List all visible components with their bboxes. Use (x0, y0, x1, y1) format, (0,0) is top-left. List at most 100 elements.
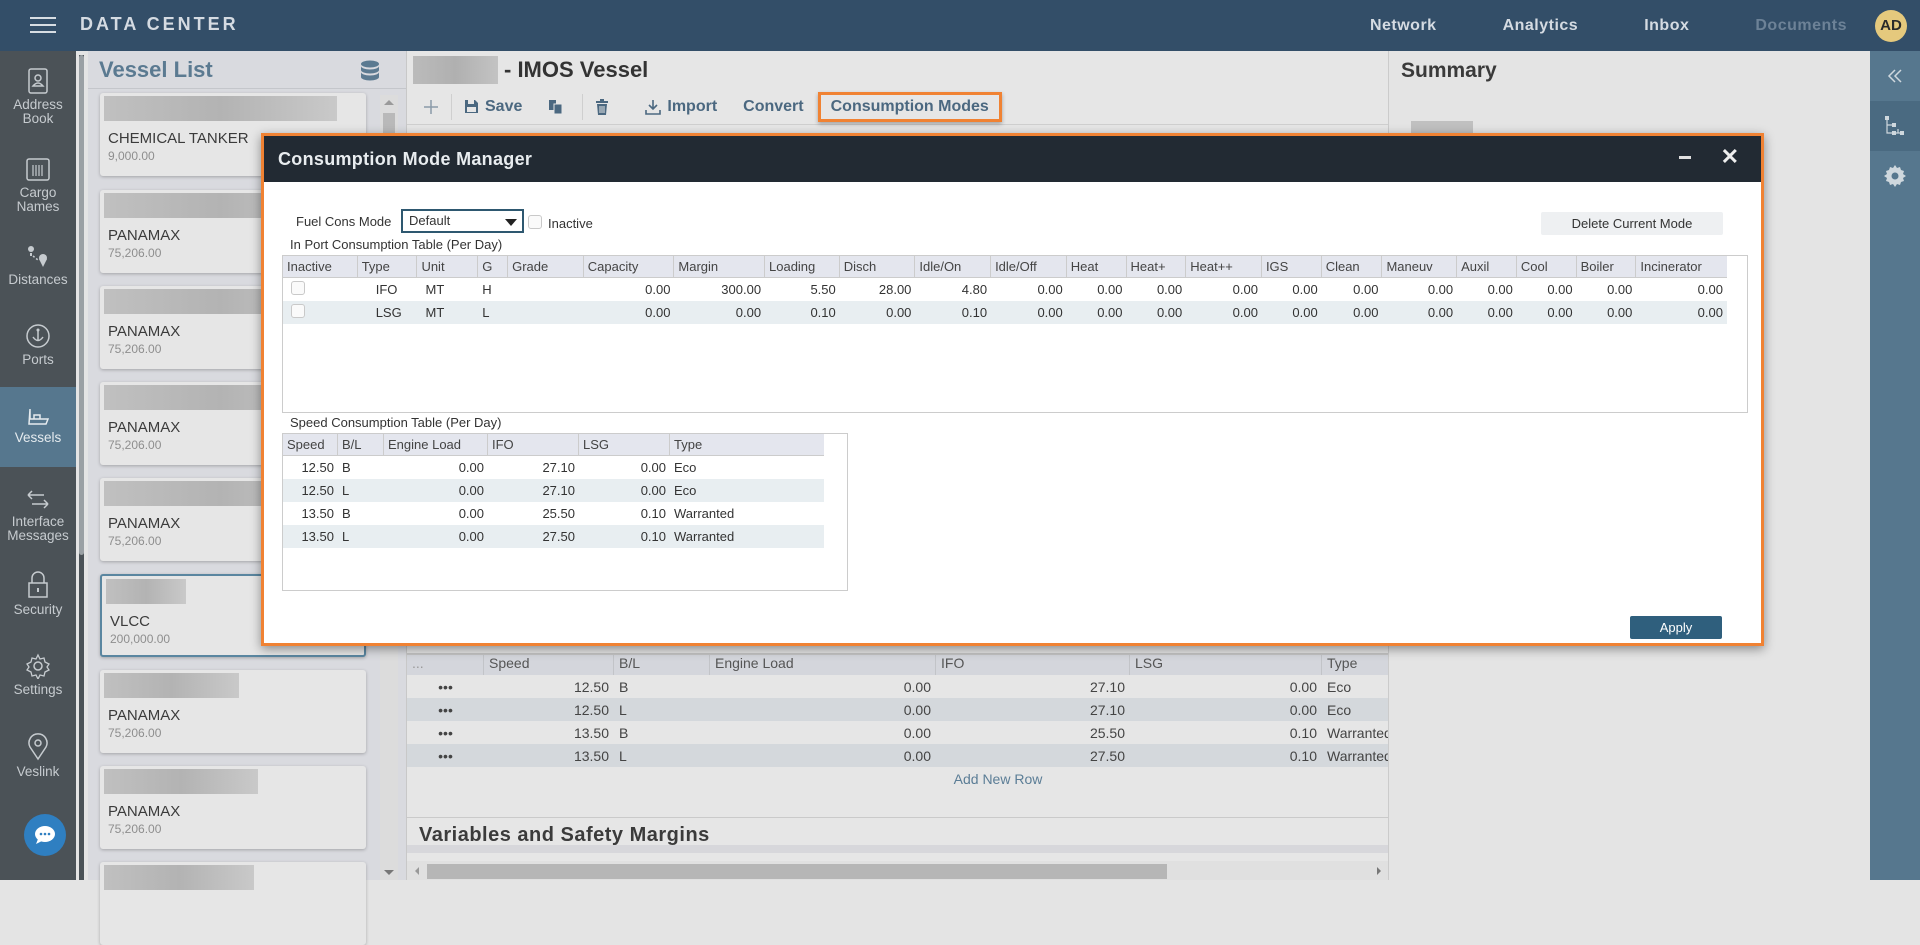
nav-network[interactable]: Network (1369, 16, 1437, 34)
sidebar-scrollbar[interactable] (79, 55, 84, 555)
sidebar-item-veslink[interactable]: Veslink (0, 733, 76, 779)
import-label: Import (667, 97, 718, 115)
sidebar-label: Veslink (16, 764, 60, 779)
sidebar-item-security[interactable]: Security (0, 571, 76, 617)
table-cell: 0.00 (458, 506, 484, 521)
database-icon[interactable] (360, 60, 380, 82)
row-menu-button[interactable]: ••• (438, 747, 453, 764)
row-menu-button[interactable]: ••• (438, 724, 453, 741)
vessel-card[interactable] (100, 862, 366, 945)
delete-current-mode-button[interactable]: Delete Current Mode (1541, 212, 1723, 235)
table-cell: 0.10 (810, 305, 836, 320)
inactive-checkbox[interactable] (528, 215, 542, 229)
nav-documents[interactable]: Documents (1755, 16, 1847, 34)
add-new-row-link[interactable]: Add New Row (953, 771, 1043, 787)
table-cell: IFO (375, 282, 398, 297)
table-cell: 0.00 (640, 483, 666, 498)
table-cell: 0.00 (1037, 305, 1063, 320)
column-header: IGS (1262, 256, 1322, 277)
hamburger-menu-icon[interactable] (30, 17, 56, 33)
apply-button[interactable]: Apply (1630, 616, 1722, 639)
sidebar-item-vessels[interactable]: Vessels (0, 387, 76, 467)
sidebar-label: Address (13, 97, 63, 112)
sidebar-item-interface-messages[interactable]: Interface Messages (0, 489, 76, 543)
table-cell: 4.80 (961, 282, 988, 297)
table-cell: 13.50 (301, 529, 334, 544)
right-toolbar (1870, 51, 1920, 880)
table-cell: 27.50 (542, 529, 575, 544)
scroll-up-icon[interactable] (384, 100, 394, 105)
scrollbar-thumb[interactable] (427, 864, 1167, 879)
sidebar-item-distances[interactable]: Distances (0, 243, 76, 287)
sidebar-label: Distances (8, 272, 68, 287)
table-row: LSG MT L 0.00 0.00 0.10 0.00 0.10 0.00 0… (283, 301, 1727, 324)
save-button[interactable]: Save (464, 98, 522, 116)
sidebar-item-address-book[interactable]: Address Book (0, 68, 76, 126)
table-cell: 12.50 (573, 678, 609, 695)
avatar[interactable]: AD (1875, 9, 1907, 42)
column-header: LSG (579, 434, 670, 455)
arrows-icon (27, 490, 49, 509)
column-header: Speed (484, 655, 614, 675)
sidebar-item-settings[interactable]: Settings (0, 653, 76, 697)
scroll-right-icon[interactable] (1377, 867, 1381, 875)
table-cell: 13.50 (573, 747, 609, 764)
hierarchy-button[interactable] (1870, 101, 1920, 151)
settings-button[interactable] (1870, 151, 1920, 201)
table-cell: 13.50 (301, 506, 334, 521)
row-menu-button[interactable]: ••• (438, 678, 453, 695)
table-cell: 0.00 (1156, 282, 1183, 297)
column-header: Speed (283, 434, 338, 455)
consumption-mode-manager-dialog: Consumption Mode Manager ✕ Fuel Cons Mod… (261, 133, 1764, 646)
sidebar-label: Ports (22, 352, 54, 367)
nav-analytics[interactable]: Analytics (1502, 16, 1579, 34)
table-cell: Warranted (1327, 724, 1389, 741)
vessel-dwt: 75,206.00 (108, 726, 162, 740)
consumption-modes-button[interactable]: Consumption Modes (817, 91, 1002, 122)
sidebar-label: Book (22, 111, 54, 126)
row-inactive-checkbox[interactable] (291, 281, 305, 295)
vessel-card[interactable]: PANAMAX 75,206.00 (100, 670, 366, 753)
table-cell: 0.00 (1353, 282, 1379, 297)
table-cell: 28.00 (878, 282, 912, 297)
row-inactive-checkbox[interactable] (291, 304, 305, 318)
download-icon (645, 99, 662, 115)
sidebar-item-ports[interactable]: Ports (0, 323, 76, 367)
scroll-down-icon[interactable] (384, 870, 394, 875)
table-cell: L (342, 529, 350, 544)
vessel-name-redacted (104, 769, 258, 794)
column-header: Idle/Off (991, 256, 1067, 277)
sidebar-item-cargo-names[interactable]: Cargo Names (0, 156, 76, 214)
app-title: DATA CENTER (80, 14, 239, 34)
delete-button[interactable] (595, 98, 615, 115)
column-header: Type (1327, 655, 1358, 671)
table-cell: 0.00 (1037, 282, 1063, 297)
row-menu-button[interactable]: ••• (438, 701, 453, 718)
vessel-card[interactable]: PANAMAX 75,206.00 (100, 766, 366, 849)
fuel-cons-mode-select[interactable]: Default (401, 209, 524, 233)
table-cell: Eco (1327, 701, 1352, 718)
sidebar-label: Vessels (14, 430, 62, 445)
distances-icon (28, 246, 47, 267)
table-cell: Warranted (1327, 747, 1389, 764)
convert-button[interactable]: Convert (743, 97, 804, 115)
table-cell: B (619, 724, 629, 741)
scroll-left-icon[interactable] (415, 867, 419, 875)
table-cell: 0.10 (1289, 724, 1317, 741)
column-header: Auxil (1457, 256, 1517, 277)
horizontal-scrollbar[interactable] (407, 861, 1389, 880)
summary-title: Summary (1401, 59, 1497, 82)
collapse-button[interactable] (1870, 51, 1920, 101)
table-cell: 0.00 (1547, 305, 1573, 320)
nav-inbox[interactable]: Inbox (1644, 16, 1690, 34)
gear-icon (26, 653, 50, 679)
chat-button[interactable] (24, 814, 66, 856)
import-button[interactable]: Import (645, 98, 717, 116)
add-button[interactable] (423, 99, 445, 115)
table-cell: 0.00 (1547, 282, 1573, 297)
minimize-icon[interactable] (1679, 156, 1691, 159)
column-header: Clean (1322, 256, 1383, 277)
copy-button[interactable] (548, 99, 570, 115)
close-icon[interactable]: ✕ (1720, 144, 1739, 169)
toolbar: Save Import Convert Consumption Modes (407, 89, 1389, 125)
